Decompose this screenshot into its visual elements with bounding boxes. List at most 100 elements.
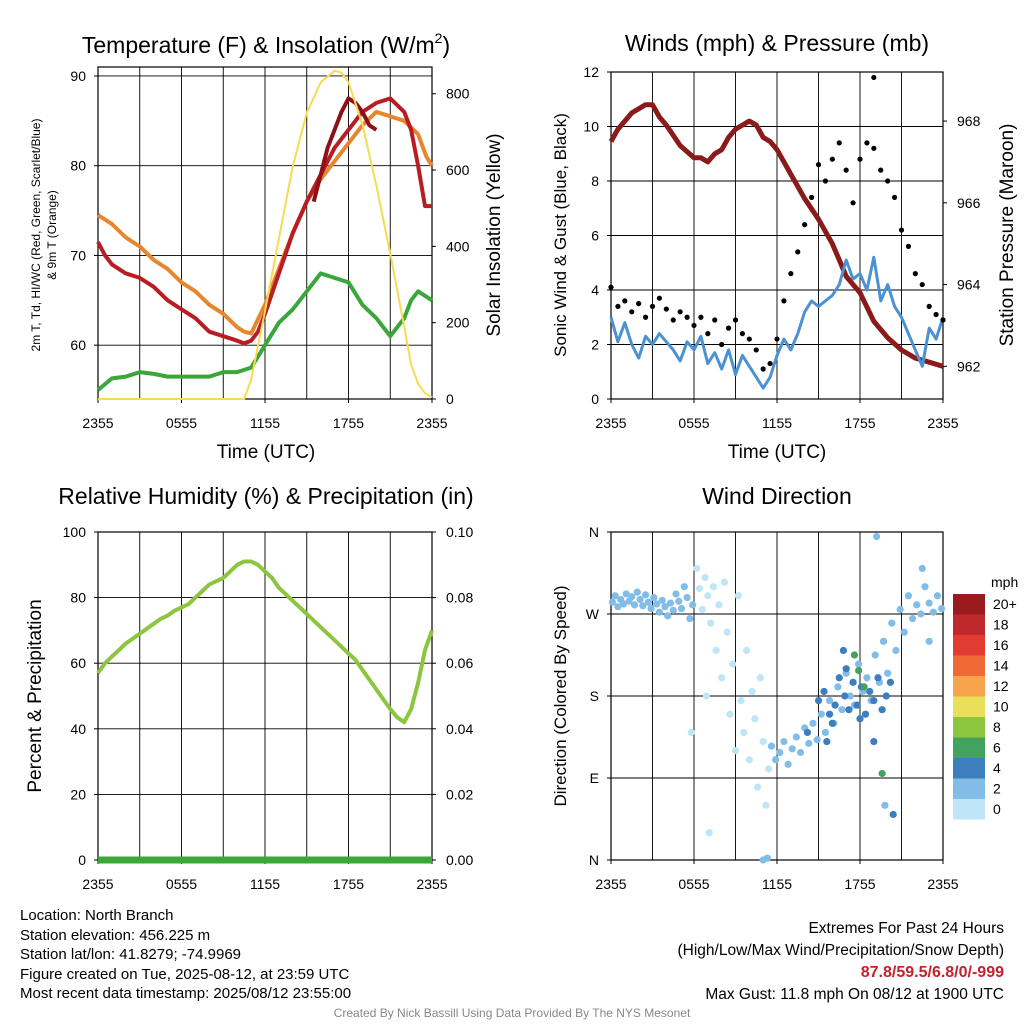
direction-point bbox=[705, 829, 713, 837]
gust-point bbox=[663, 306, 669, 312]
legend-swatch bbox=[953, 614, 985, 635]
panel-winds: 2355 0555 1155 1755 2355 0 2 4 6 8 10 12 962 964 966 96… bbox=[551, 30, 1018, 463]
temperature-series-line bbox=[96, 96, 432, 346]
gust-point bbox=[636, 301, 642, 307]
y2-tick-label: 400 bbox=[446, 238, 470, 254]
y2-tick-label: 964 bbox=[957, 277, 981, 293]
y-tick-label: 60 bbox=[70, 655, 86, 671]
direction-point bbox=[628, 593, 636, 601]
direction-point bbox=[709, 583, 717, 591]
direction-point bbox=[803, 728, 812, 737]
direction-point bbox=[704, 592, 712, 600]
gust-point bbox=[815, 162, 822, 168]
direction-point bbox=[675, 597, 683, 605]
gust-point bbox=[622, 298, 628, 304]
direction-point bbox=[619, 600, 628, 608]
direction-point bbox=[882, 692, 890, 700]
y-tick-label: 10 bbox=[583, 119, 599, 135]
direction-point bbox=[672, 590, 680, 598]
gust-point bbox=[746, 336, 752, 342]
wind-speed-line bbox=[609, 255, 945, 390]
gust-point bbox=[608, 284, 614, 290]
direction-point bbox=[853, 701, 861, 709]
gust-point bbox=[684, 314, 690, 320]
legend-label: 2 bbox=[993, 781, 1001, 797]
direction-point bbox=[661, 603, 669, 611]
direction-point bbox=[776, 748, 784, 757]
direction-point bbox=[655, 608, 664, 616]
extremes-subtitle: (High/Low/Max Wind/Precipitation/Snow De… bbox=[677, 942, 1005, 959]
legend-label: 16 bbox=[993, 637, 1009, 653]
direction-point bbox=[823, 737, 831, 746]
x-tick-label: 0555 bbox=[678, 415, 709, 431]
gust-point bbox=[739, 331, 746, 337]
x-tick-label: 0555 bbox=[166, 415, 197, 431]
legend-swatch bbox=[953, 696, 985, 717]
gust-point bbox=[677, 309, 683, 315]
direction-point bbox=[784, 760, 792, 768]
legend-swatch bbox=[953, 676, 985, 697]
direction-point bbox=[636, 595, 644, 604]
legend-label: 12 bbox=[993, 678, 1009, 694]
direction-point bbox=[695, 584, 704, 593]
x-tick-label: 2355 bbox=[82, 876, 113, 892]
direction-point bbox=[683, 594, 691, 602]
direction-point bbox=[841, 692, 849, 700]
y2-tick-label: 0.04 bbox=[446, 721, 473, 737]
gust-point bbox=[760, 366, 766, 372]
x-tick-label: 2355 bbox=[82, 415, 113, 431]
y2-tick-label: 0.10 bbox=[446, 524, 473, 540]
direction-point bbox=[780, 737, 788, 746]
gust-point bbox=[767, 360, 773, 367]
legend-swatch bbox=[953, 594, 985, 615]
direction-point bbox=[873, 532, 881, 541]
humidity-line bbox=[96, 559, 434, 725]
direction-point bbox=[639, 602, 647, 610]
direction-point bbox=[765, 765, 773, 773]
station-location: Location: North Branch bbox=[20, 907, 174, 924]
direction-point bbox=[871, 651, 879, 659]
legend-label: 0 bbox=[993, 801, 1001, 817]
gust-point bbox=[719, 341, 725, 348]
y-tick-label: 2 bbox=[591, 337, 599, 353]
x-tick-label: 1155 bbox=[250, 415, 280, 431]
direction-point bbox=[677, 604, 686, 613]
direction-point bbox=[855, 666, 863, 675]
direction-point bbox=[878, 769, 886, 778]
legend-label: 6 bbox=[993, 740, 1001, 756]
direction-point bbox=[689, 601, 697, 609]
y-tick-label: 6 bbox=[591, 228, 599, 244]
direction-point bbox=[825, 710, 834, 718]
gust-point bbox=[933, 311, 939, 318]
direction-point bbox=[702, 692, 711, 700]
direction-point bbox=[889, 810, 897, 819]
legend-swatch bbox=[953, 655, 985, 676]
direction-point bbox=[817, 710, 825, 718]
y2-axis-label: Solar Insolation (Yellow) bbox=[484, 133, 505, 336]
direction-point bbox=[729, 660, 737, 668]
legend-label: 18 bbox=[993, 617, 1009, 633]
gust-point bbox=[781, 298, 787, 304]
y2-tick-label: 968 bbox=[957, 113, 981, 129]
direction-point bbox=[715, 601, 723, 609]
direction-point bbox=[839, 646, 848, 655]
direction-point bbox=[842, 665, 850, 673]
y-tick-label: 0 bbox=[78, 852, 86, 868]
direction-point bbox=[838, 706, 846, 714]
direction-point bbox=[870, 737, 878, 746]
legend-title: mph bbox=[991, 574, 1018, 590]
gust-point bbox=[725, 325, 732, 331]
direction-point bbox=[849, 678, 857, 686]
y-tick-label: 100 bbox=[63, 524, 87, 540]
gust-point bbox=[871, 145, 877, 151]
y-tick-label: N bbox=[589, 852, 599, 868]
direction-point bbox=[825, 696, 834, 705]
y-tick-label: 60 bbox=[70, 337, 86, 353]
direction-point bbox=[896, 605, 904, 614]
gust-point bbox=[698, 314, 704, 320]
gust-point bbox=[753, 347, 759, 353]
figure-created: Figure created on Tue, 2025-08-12, at 23… bbox=[20, 965, 350, 983]
direction-point bbox=[718, 674, 726, 682]
gust-point bbox=[905, 243, 912, 249]
gust-point bbox=[691, 322, 697, 329]
